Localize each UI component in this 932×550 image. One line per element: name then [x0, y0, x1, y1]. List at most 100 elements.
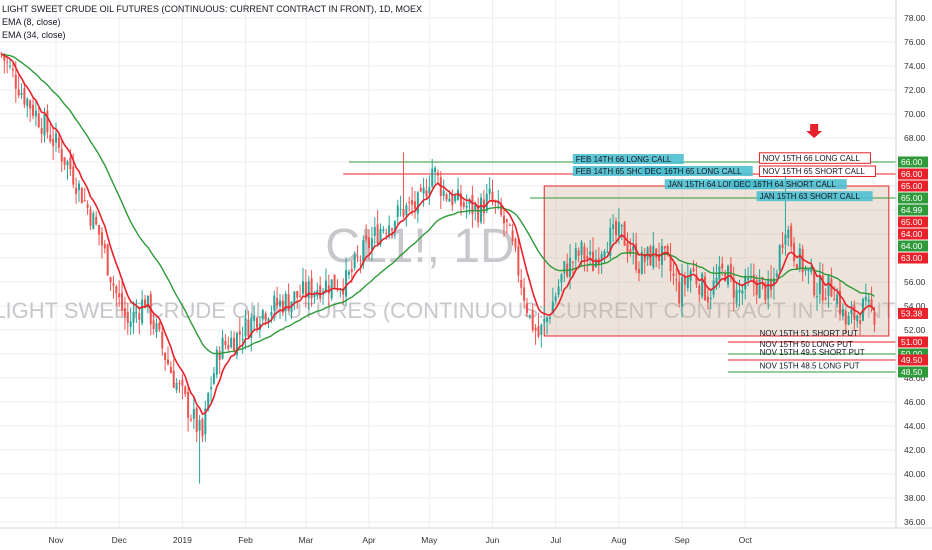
candle-body [856, 315, 859, 322]
candle-body [40, 127, 43, 134]
candle [612, 213, 615, 243]
candle [528, 314, 531, 320]
candle-body [46, 110, 49, 133]
candle-body [402, 208, 405, 217]
candle [609, 218, 612, 260]
candle-body [181, 379, 184, 386]
candle-body [821, 275, 824, 301]
candle [793, 237, 796, 267]
candle-body [253, 315, 256, 321]
candle-body [548, 317, 551, 319]
candle-body [767, 279, 770, 299]
candle-body [224, 340, 227, 345]
candle-body [571, 261, 574, 263]
candle [34, 99, 37, 127]
price-tag-text: 50.00 [901, 349, 923, 359]
candle [17, 75, 20, 99]
callout-box [641, 166, 753, 176]
candle [106, 243, 109, 277]
candle-body [241, 338, 244, 340]
candle-body [795, 264, 798, 270]
candle-body [270, 312, 273, 316]
price-tag-bg [898, 192, 928, 204]
candle-body [732, 277, 735, 298]
candle [623, 220, 626, 246]
candle-body [505, 219, 508, 222]
annotation-text: JAN 15TH 63 SHORT CALL [760, 192, 861, 201]
candle-body [471, 195, 474, 214]
candle [402, 152, 405, 219]
candle [425, 178, 428, 199]
y-tick-label: 68.00 [904, 133, 926, 143]
candle [434, 165, 437, 184]
candle-body [333, 274, 336, 289]
candle-body [755, 280, 758, 295]
candle-body [603, 251, 606, 257]
ema-8-legend[interactable]: EMA (8, close) [2, 17, 61, 27]
candle-body [396, 205, 399, 217]
annotation-label: DEC 16TH 65 LONG CALL [641, 166, 753, 176]
candle [138, 306, 141, 335]
candle [238, 317, 241, 348]
candle [98, 224, 101, 246]
candle [123, 296, 126, 330]
candle [873, 306, 876, 333]
x-tick-label: Apr [362, 535, 375, 545]
price-tag: 64.99 [898, 204, 928, 216]
annotation-text: NOV 15TH 65 SHORT CALL [762, 167, 865, 176]
candle [462, 199, 465, 210]
candle-body [106, 244, 109, 276]
candle-body [284, 293, 287, 311]
candle-body [632, 245, 635, 251]
candle-body [583, 246, 586, 260]
candle [126, 302, 129, 335]
candle-body [557, 286, 560, 295]
candle-body [359, 259, 362, 261]
candle-body [635, 243, 638, 270]
candle-body [34, 110, 37, 117]
candle [60, 139, 63, 173]
candle [169, 361, 172, 374]
candle-body [307, 281, 310, 299]
candle-body [100, 232, 103, 246]
candle-body [189, 419, 192, 421]
candle-body [161, 331, 164, 349]
candle-body [152, 320, 155, 330]
candle-body [14, 74, 17, 89]
candle-body [629, 249, 632, 253]
candle-body [459, 193, 462, 207]
candle-body [178, 383, 181, 385]
candle-body [574, 248, 577, 260]
annotation-text: DEC 16TH 64 SHORT CALL [734, 180, 837, 189]
candle [20, 83, 23, 100]
candle [212, 366, 215, 385]
candle [29, 99, 32, 122]
candle-body [514, 238, 517, 248]
candle [523, 277, 526, 309]
candle [485, 183, 488, 214]
candle [471, 185, 474, 228]
price-tag: 65.00 [898, 180, 928, 192]
candle-body [393, 221, 396, 231]
ema-34-legend[interactable]: EMA (34, close) [2, 30, 66, 40]
candle-body [428, 187, 431, 194]
candle-body [419, 187, 422, 192]
y-tick-label: 72.00 [904, 85, 926, 95]
candle [370, 226, 373, 261]
price-tag-bg [898, 156, 928, 168]
callout-box [756, 191, 873, 202]
candle [589, 240, 592, 266]
candle-body [554, 296, 557, 302]
candle [118, 280, 121, 307]
candle [192, 397, 195, 429]
candle-body [244, 317, 247, 337]
candle [801, 244, 804, 282]
candle-body [267, 318, 270, 323]
candle-body [250, 317, 253, 338]
candle-body [198, 419, 201, 431]
price-tag-text: 65.00 [901, 217, 923, 227]
price-tag-bg [898, 216, 928, 228]
candle-body [187, 391, 190, 418]
candle [405, 202, 408, 227]
